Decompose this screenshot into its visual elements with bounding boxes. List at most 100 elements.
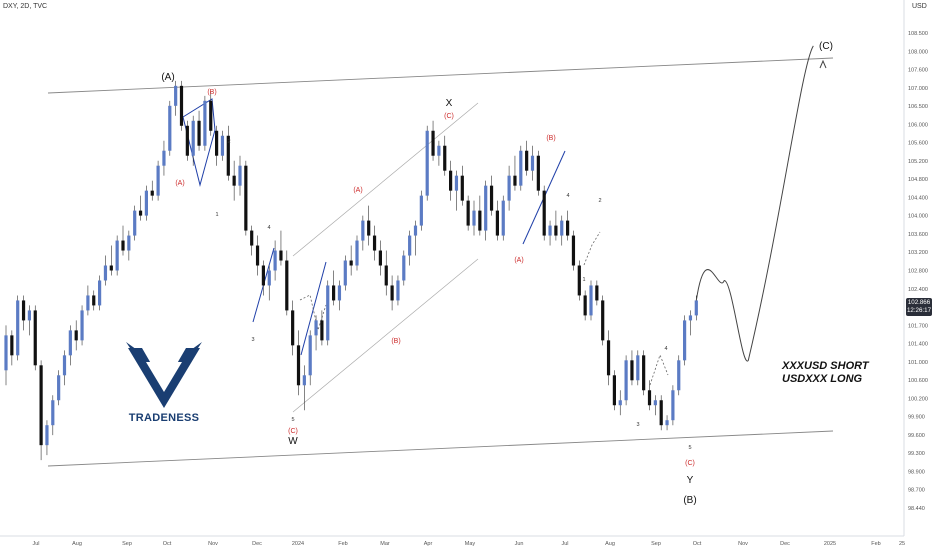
candle (659, 395, 663, 431)
candle-body (244, 165, 248, 231)
bar-countdown: 12:26:17 (906, 307, 932, 314)
candle (408, 230, 412, 266)
candle (630, 350, 634, 386)
candle-body (601, 300, 605, 341)
x-tick-label: Jul (32, 541, 39, 547)
candle-body (571, 235, 576, 266)
candle-body (57, 375, 61, 401)
candle (454, 170, 459, 211)
candle (314, 315, 318, 351)
candle (478, 195, 482, 236)
candle (62, 350, 67, 386)
candle-body (659, 400, 663, 426)
candle-body (384, 265, 388, 286)
candle (197, 110, 201, 151)
x-tick-label: Mar (380, 541, 390, 547)
candle-body (665, 420, 669, 426)
candle (320, 310, 324, 346)
x-tick-label: Oct (163, 541, 172, 547)
candle (466, 195, 470, 231)
candle (209, 90, 213, 136)
candle-body (688, 315, 693, 321)
candle (396, 275, 400, 306)
candle (203, 95, 207, 151)
candle (226, 125, 230, 181)
candle (179, 80, 184, 131)
candle (121, 225, 125, 256)
candle (291, 300, 295, 356)
candle-body (115, 240, 119, 271)
candle-body (454, 175, 459, 191)
candle (355, 235, 359, 271)
wave-label-minor: (A) (514, 257, 523, 264)
x-tick-label: 25 (899, 541, 905, 547)
candle (45, 420, 49, 456)
symbol-header[interactable]: DXY, 2D, TVC (3, 3, 48, 10)
candle-body (390, 285, 394, 301)
candle (601, 295, 605, 346)
wave-label-minor: (A) (175, 180, 184, 187)
candle (390, 275, 394, 311)
tradeness-logo: TRADENESS (124, 342, 204, 432)
wave-count-digit: 3 (636, 422, 639, 428)
candle-body (226, 135, 230, 176)
candle (174, 80, 178, 116)
candle (220, 130, 225, 161)
candle (332, 270, 336, 306)
candle (671, 385, 675, 426)
candle (10, 330, 14, 366)
candle-body (606, 340, 611, 376)
candle-body (501, 200, 505, 236)
candle (361, 215, 365, 251)
wave-label-major: (B) (683, 495, 696, 506)
candle-body (238, 165, 242, 186)
candle (443, 135, 447, 176)
candle (548, 220, 552, 246)
candle-body (484, 185, 488, 231)
candle-body (232, 175, 236, 186)
callout-line-1: XXXUSD SHORT (782, 360, 869, 372)
candle (162, 140, 166, 176)
channel-upper-line (47, 57, 834, 94)
candle (419, 190, 423, 231)
candle (642, 350, 646, 396)
wave-label-major: W (288, 436, 298, 447)
wave-count-digit: 1 (582, 277, 585, 283)
y-tick-label: 103.200 (908, 250, 928, 256)
candle-body (507, 175, 511, 201)
candle-body (191, 120, 195, 156)
wave-label-major: (C) (819, 41, 833, 52)
y-tick-label: 98.700 (908, 488, 925, 494)
candle-body (197, 120, 201, 146)
candle (144, 185, 148, 221)
y-tick-label: 102.400 (908, 287, 928, 293)
candle (495, 200, 499, 241)
currency-label: USD (912, 3, 927, 10)
candle-body (460, 175, 464, 201)
wave-label-minor: (B) (391, 338, 400, 345)
candle (285, 250, 289, 316)
candle (367, 205, 371, 246)
candle-body (314, 320, 318, 336)
candle (39, 360, 43, 461)
y-tick-label: 104.400 (908, 195, 928, 201)
candle-body (437, 145, 441, 156)
y-tick-label: 101.400 (908, 342, 928, 348)
y-tick-label: 104.000 (908, 214, 928, 220)
candle-body (683, 320, 687, 361)
candle-body (179, 85, 184, 126)
candle (27, 305, 31, 336)
candle-body (624, 360, 628, 401)
candle (384, 250, 388, 296)
candle-body (419, 195, 423, 226)
x-tick-label: Aug (605, 541, 615, 547)
candle (80, 305, 84, 346)
y-tick-label: 99.600 (908, 433, 925, 439)
wave-label-minor: (B) (207, 89, 216, 96)
candle (150, 180, 154, 201)
candle-body (577, 265, 581, 296)
candle-body (519, 150, 523, 186)
candle-body (144, 190, 148, 216)
